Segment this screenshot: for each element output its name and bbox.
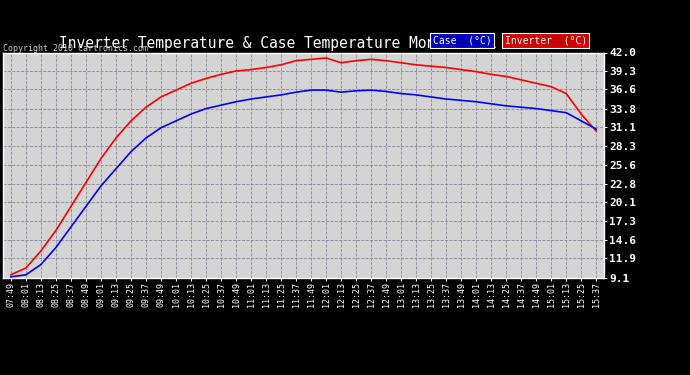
Text: Inverter  (°C): Inverter (°C) — [504, 36, 587, 45]
Text: Case  (°C): Case (°C) — [433, 36, 491, 45]
Title: Inverter Temperature & Case Temperature Mon Jan 11 15:40: Inverter Temperature & Case Temperature … — [59, 36, 549, 51]
Text: Copyright 2010 Cartronics.com: Copyright 2010 Cartronics.com — [3, 44, 148, 52]
